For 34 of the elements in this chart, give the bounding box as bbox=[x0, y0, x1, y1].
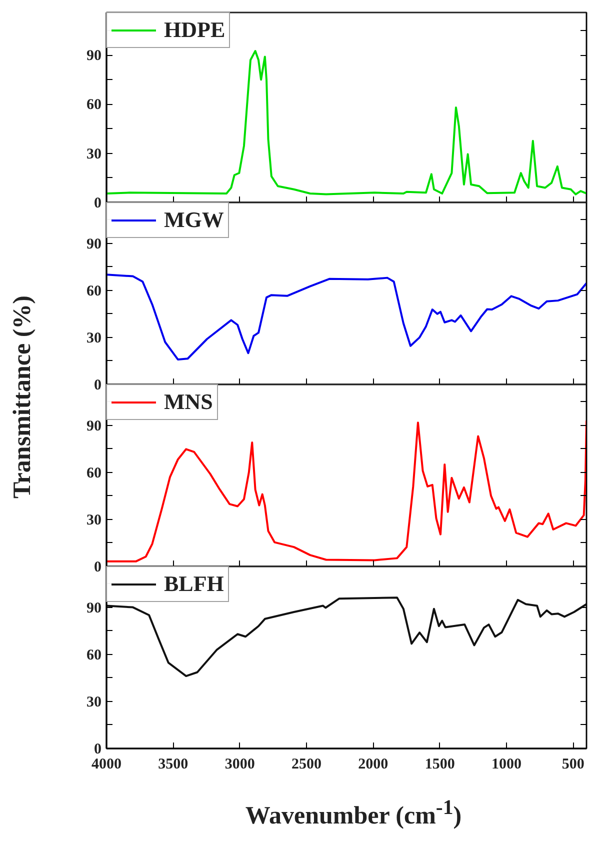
line-series bbox=[106, 420, 586, 562]
y-tick-label: 90 bbox=[86, 600, 102, 616]
x-tick-label: 2000 bbox=[358, 756, 388, 772]
y-tick-label: 30 bbox=[86, 330, 102, 346]
legend-label: MNS bbox=[164, 389, 213, 415]
line-series bbox=[106, 596, 586, 678]
x-axis-title: Wavenumber (cm$^{-1}$) bbox=[244, 794, 463, 832]
line-series bbox=[106, 50, 586, 196]
x-tick-label: 1000 bbox=[492, 756, 522, 772]
legend-label: MGW bbox=[164, 207, 224, 233]
line-series bbox=[106, 274, 586, 361]
legend-label: BLFH bbox=[164, 571, 224, 597]
y-tick-label: 60 bbox=[86, 283, 102, 300]
y-tick-label: 30 bbox=[86, 146, 102, 162]
y-tick-label: 0 bbox=[94, 378, 102, 394]
x-tick-label: 1500 bbox=[424, 756, 455, 772]
y-tick-label: 0 bbox=[94, 560, 102, 576]
x-tick-label: 3000 bbox=[224, 756, 255, 772]
y-tick-label: 60 bbox=[86, 465, 102, 482]
x-tick-label: 4000 bbox=[92, 756, 122, 772]
y-tick-label: 90 bbox=[86, 236, 102, 252]
legend-label: HDPE bbox=[164, 17, 226, 43]
y-tick-label: 90 bbox=[86, 48, 102, 64]
y-tick-label: 30 bbox=[86, 694, 102, 710]
y-tick-label: 60 bbox=[86, 647, 102, 664]
y-tick-label: 90 bbox=[86, 418, 102, 434]
x-tick-label: 2500 bbox=[292, 756, 322, 772]
y-tick-label: 0 bbox=[94, 742, 102, 758]
x-tick-label: 500 bbox=[562, 756, 584, 772]
y-axis-title: Transmittance (%) bbox=[8, 296, 38, 498]
y-tick-label: 30 bbox=[86, 512, 102, 528]
x-tick-label: 3500 bbox=[158, 756, 188, 772]
y-tick-label: 0 bbox=[94, 196, 102, 212]
y-tick-label: 60 bbox=[86, 97, 102, 114]
